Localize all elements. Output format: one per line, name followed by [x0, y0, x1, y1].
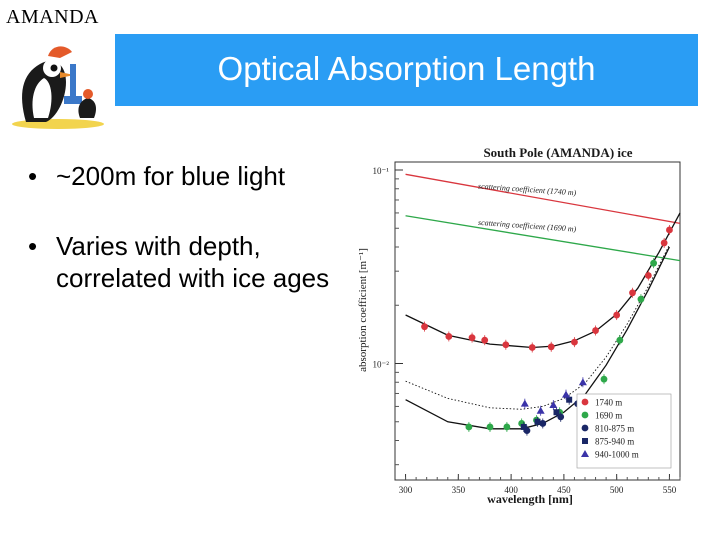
plot-frame: [394, 161, 681, 481]
scattering-line: [405, 173, 681, 225]
data-point: [578, 378, 587, 386]
data-point: [592, 327, 599, 334]
data-point: [660, 239, 668, 247]
data-point: [465, 423, 473, 431]
data-point: [539, 420, 547, 427]
penguin-beak: [60, 72, 74, 78]
legend-label: 1740 m: [595, 398, 622, 408]
bullet-dot: •: [28, 161, 38, 191]
data-point: [571, 338, 578, 346]
y-axis-label: absorption coefficient [m⁻¹]: [357, 248, 369, 372]
x-tick-label: 400: [504, 485, 518, 495]
data-point: [637, 295, 645, 303]
data-point: [566, 396, 573, 403]
y-tick-label: 10⁻¹: [373, 166, 390, 176]
data-point: [481, 336, 489, 344]
data-point: [562, 390, 570, 398]
legend-box: [576, 393, 672, 469]
bullet-list: • ~200m for blue light • Varies with dep…: [28, 160, 348, 332]
penguin-eye: [50, 64, 58, 72]
x-tick-label: 300: [399, 485, 413, 495]
data-point: [650, 259, 658, 267]
annotation-label: scattering coefficient (1740 m): [478, 182, 577, 198]
data-point: [534, 418, 541, 425]
x-tick-label: 350: [452, 485, 466, 495]
legend-label: 1690 m: [595, 411, 622, 421]
x-tick-label: 550: [663, 485, 677, 495]
data-point: [421, 323, 428, 331]
data-point: [528, 344, 536, 351]
data-point: [549, 401, 558, 409]
penguin-cap: [48, 46, 72, 58]
bullet-item: • ~200m for blue light: [28, 160, 348, 192]
legend-marker: [581, 411, 589, 419]
absorption-chart: South Pole (AMANDA) ice wavelength [nm] …: [357, 145, 681, 506]
data-point: [616, 336, 624, 344]
x-tick-label: 450: [557, 485, 571, 495]
data-point: [629, 289, 636, 297]
scattering-line: [405, 215, 681, 262]
legend-marker: [581, 398, 589, 406]
data-point: [445, 333, 453, 340]
data-point: [666, 226, 673, 234]
fit-curve: [405, 246, 670, 430]
data-point: [520, 399, 529, 407]
legend-label: 810-875 m: [595, 424, 634, 434]
x-tick-label: 500: [610, 485, 624, 495]
bullet-item: • Varies with depth, correlated with ice…: [28, 230, 348, 294]
data-point: [644, 272, 652, 279]
data-point: [600, 375, 608, 383]
fit-curve: [405, 244, 670, 410]
data-point: [547, 343, 555, 351]
legend-label: 875-940 m: [595, 437, 634, 447]
small-penguin-cap: [83, 89, 93, 99]
bullet-dot: •: [28, 231, 38, 261]
microscope-stand: [70, 64, 76, 104]
data-point: [503, 423, 511, 431]
data-point: [553, 409, 560, 416]
data-point: [502, 341, 510, 349]
chart-title: South Pole (AMANDA) ice: [483, 145, 632, 160]
annotation-label: scattering coefficient (1690 m): [478, 218, 577, 234]
data-point: [468, 334, 476, 342]
bullet-text: Varies with depth, correlated with ice a…: [56, 231, 330, 293]
small-penguin: [78, 98, 96, 118]
bullet-text: ~200m for blue light: [56, 161, 286, 191]
y-tick-label: 10⁻²: [373, 360, 390, 370]
penguin-belly: [32, 78, 52, 118]
x-axis-label: wavelength [nm]: [487, 492, 573, 506]
penguin-logo: [12, 46, 104, 129]
legend-marker: [581, 424, 589, 432]
data-point: [486, 423, 494, 431]
legend-marker: [582, 438, 588, 444]
legend-label: 940-1000 m: [595, 450, 639, 460]
legend-marker: [581, 450, 589, 457]
fit-curve: [405, 212, 681, 349]
slide-title: Optical Absorption Length: [217, 50, 596, 87]
data-point: [613, 311, 621, 319]
data-point: [536, 406, 545, 414]
title-bar: Optical Absorption Length: [115, 34, 698, 106]
amanda-label: AMANDA: [6, 6, 99, 28]
microscope-base: [64, 96, 82, 104]
data-point: [520, 423, 527, 430]
